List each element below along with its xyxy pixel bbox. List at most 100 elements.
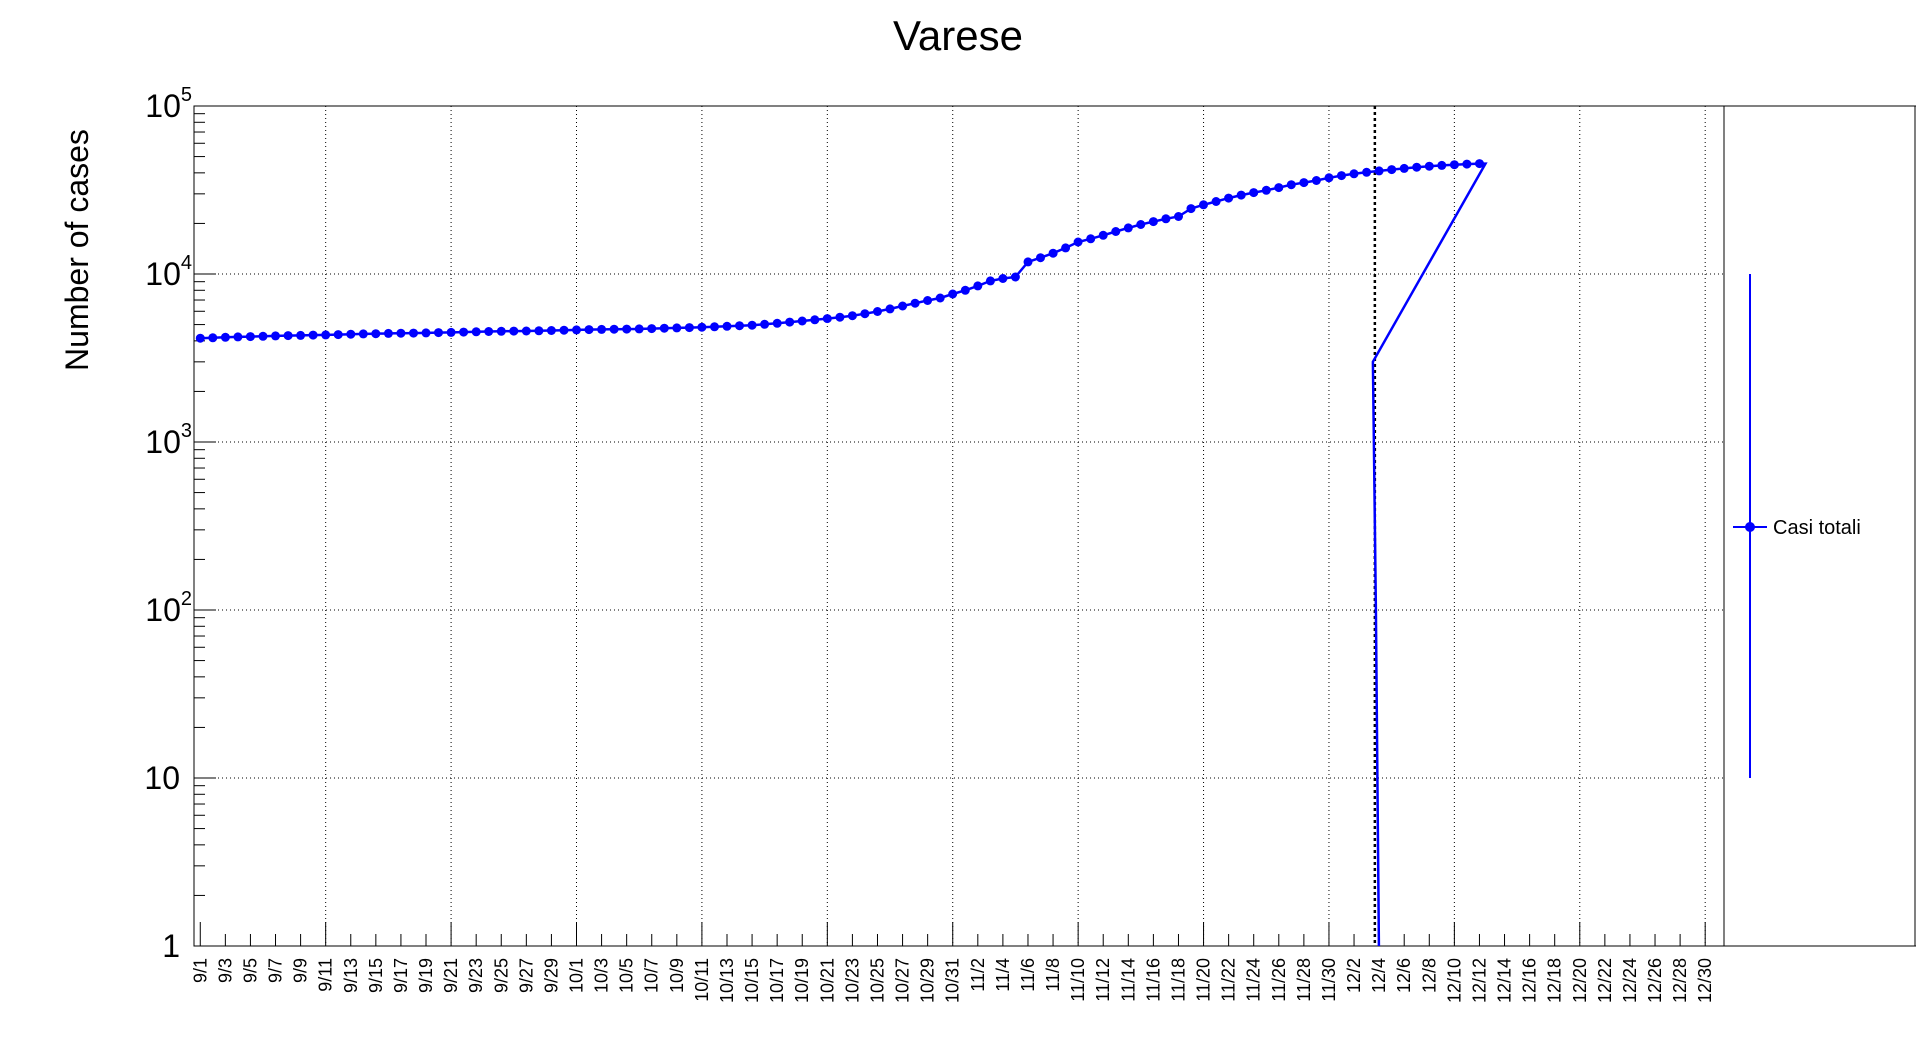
data-point bbox=[1449, 160, 1459, 170]
x-tick-label: 11/16 bbox=[1143, 958, 1163, 1002]
data-point bbox=[421, 328, 431, 338]
x-tick-label: 12/10 bbox=[1444, 958, 1464, 1003]
data-point bbox=[446, 327, 456, 337]
plot-area-border bbox=[193, 105, 1725, 947]
y-axis-label: Number of cases bbox=[59, 129, 95, 371]
data-point bbox=[722, 321, 732, 331]
data-point bbox=[1462, 159, 1472, 169]
y-tick-label: 103 bbox=[145, 420, 192, 460]
data-point bbox=[471, 327, 481, 337]
data-point bbox=[409, 328, 418, 338]
x-tick-label: 11/26 bbox=[1269, 958, 1289, 1002]
x-tick-label: 12/26 bbox=[1645, 958, 1665, 1003]
x-tick-label: 10/15 bbox=[742, 958, 762, 1003]
data-point bbox=[358, 329, 368, 339]
data-point bbox=[1399, 163, 1409, 173]
data-point bbox=[1073, 237, 1083, 247]
data-point bbox=[1036, 253, 1045, 263]
legend-marker bbox=[1745, 522, 1755, 532]
y-axis: 1 10 102 103 104 105 bbox=[144, 84, 216, 964]
data-point bbox=[208, 333, 218, 343]
data-point bbox=[797, 316, 807, 326]
data-point bbox=[220, 332, 230, 342]
data-point bbox=[835, 312, 845, 322]
data-point bbox=[760, 319, 770, 329]
data-point bbox=[484, 327, 494, 336]
data-point bbox=[1286, 180, 1296, 190]
data-point bbox=[1299, 178, 1309, 188]
x-tick-label: 9/27 bbox=[516, 958, 536, 993]
data-point bbox=[898, 301, 908, 311]
data-point bbox=[1211, 197, 1221, 206]
data-point bbox=[1437, 160, 1447, 170]
x-tick-label: 10/25 bbox=[867, 958, 887, 1003]
data-point bbox=[747, 320, 757, 330]
x-tick-label: 12/28 bbox=[1670, 958, 1690, 1003]
data-point bbox=[810, 315, 820, 325]
data-point bbox=[973, 281, 983, 291]
x-tick-label: 9/19 bbox=[416, 958, 436, 993]
data-point bbox=[233, 332, 243, 342]
data-point bbox=[1424, 161, 1434, 171]
x-tick-label: 12/24 bbox=[1620, 958, 1640, 1003]
x-tick-label: 10/21 bbox=[817, 958, 837, 1003]
data-point bbox=[496, 326, 506, 336]
data-point bbox=[1387, 165, 1397, 175]
chart-title: Varese bbox=[893, 12, 1023, 59]
data-point bbox=[1010, 272, 1020, 282]
data-point bbox=[1374, 166, 1384, 176]
x-tick-label: 12/12 bbox=[1469, 958, 1489, 1003]
x-tick-label: 12/6 bbox=[1394, 958, 1414, 993]
data-point bbox=[1186, 204, 1196, 214]
data-point bbox=[1412, 162, 1422, 172]
legend-label: Casi totali bbox=[1773, 517, 1861, 539]
data-point bbox=[1274, 183, 1284, 193]
data-point bbox=[710, 322, 719, 332]
data-point bbox=[1061, 243, 1071, 253]
x-tick-label: 11/18 bbox=[1168, 958, 1188, 1002]
data-point bbox=[885, 304, 895, 314]
x-tick-label: 12/30 bbox=[1695, 958, 1715, 1003]
x-tick-label: 9/13 bbox=[341, 958, 361, 993]
data-point bbox=[948, 289, 958, 299]
x-tick-label: 11/2 bbox=[968, 958, 988, 992]
data-point bbox=[634, 324, 644, 334]
data-point bbox=[1362, 167, 1372, 177]
x-tick-label: 9/25 bbox=[491, 958, 511, 993]
data-point bbox=[283, 331, 293, 341]
x-tick-label: 11/14 bbox=[1118, 958, 1138, 1002]
data-point bbox=[1249, 188, 1259, 198]
x-tick-label: 10/19 bbox=[792, 958, 812, 1003]
x-tick-label: 9/21 bbox=[441, 958, 461, 993]
data-point bbox=[785, 317, 795, 327]
x-tick-label: 11/28 bbox=[1294, 958, 1314, 1002]
data-point bbox=[195, 333, 205, 343]
data-point bbox=[258, 331, 268, 341]
data-point bbox=[346, 329, 356, 339]
data-point bbox=[847, 311, 857, 321]
x-tick-label: 9/1 bbox=[190, 958, 210, 983]
data-point bbox=[860, 309, 870, 319]
data-point bbox=[1161, 214, 1171, 224]
x-tick-label: 10/13 bbox=[717, 958, 737, 1003]
x-tick-label: 11/6 bbox=[1018, 958, 1038, 992]
x-tick-label: 9/11 bbox=[316, 958, 336, 992]
data-point bbox=[873, 307, 882, 316]
series-casi-totali bbox=[195, 159, 1488, 947]
data-point bbox=[1349, 169, 1359, 179]
data-point bbox=[609, 324, 619, 334]
x-tick-label: 10/5 bbox=[617, 958, 637, 993]
data-point bbox=[1123, 223, 1133, 233]
data-point bbox=[960, 285, 970, 295]
data-point bbox=[647, 324, 657, 334]
data-point bbox=[371, 329, 381, 339]
x-tick-label: 10/1 bbox=[567, 958, 587, 993]
data-point bbox=[1048, 248, 1058, 258]
data-point bbox=[735, 321, 744, 331]
y-tick-label: 10 bbox=[144, 760, 180, 796]
data-point bbox=[1023, 257, 1033, 267]
data-point bbox=[1337, 171, 1346, 181]
data-point bbox=[546, 326, 556, 335]
data-point bbox=[1199, 200, 1208, 210]
x-tick-label: 11/20 bbox=[1194, 958, 1214, 1002]
